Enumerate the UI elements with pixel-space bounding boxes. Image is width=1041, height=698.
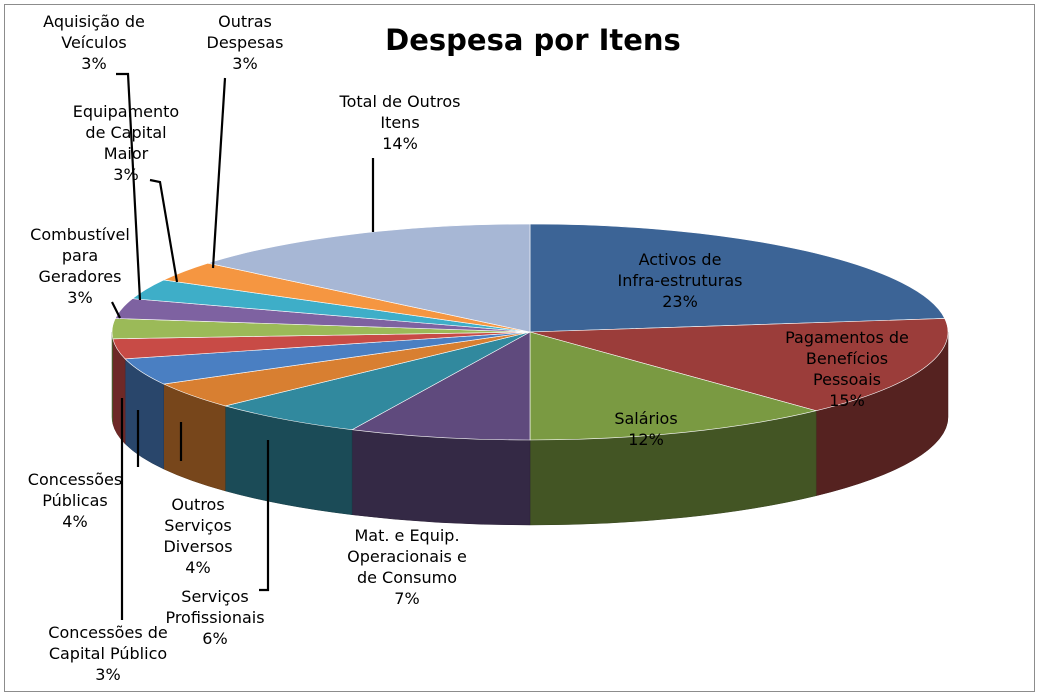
pie-slice-3 <box>351 331 531 441</box>
leader-line-4 <box>111 301 121 319</box>
pie-side-8 <box>111 331 114 424</box>
slice-label-2: Salários 12% <box>614 409 677 449</box>
slice-label-8: Combustível para Geradores 3% <box>30 225 130 307</box>
pie-slice-1 <box>529 318 949 412</box>
leader-line-1 <box>211 77 227 269</box>
slice-label-11: Outras Despesas 3% <box>207 12 284 73</box>
slice-labels: Activos de Infra-estruturas 23% Pagamentos … <box>28 12 909 684</box>
leader-line-8 <box>259 440 270 592</box>
slice-label-10: Aquisição de Veículos 3% <box>43 12 145 73</box>
leader-line-2 <box>149 178 179 283</box>
slice-label-4: Serviços Profissionais 6% <box>165 587 264 648</box>
chart-frame <box>4 4 1035 692</box>
pie-slice-0 <box>529 223 946 333</box>
slice-label-12: Total de Outros Itens 14% <box>339 92 461 153</box>
leader-line-3 <box>116 72 142 301</box>
leader-lines <box>111 72 375 620</box>
pie-tops <box>111 223 949 441</box>
pie-sides <box>111 331 949 526</box>
pie-side-3 <box>351 429 531 526</box>
slice-label-6: Concessões Públicas 4% <box>28 470 122 531</box>
pie-slice-2 <box>529 331 818 441</box>
pie-slice-12 <box>206 223 531 333</box>
chart-title: Despesa por Itens <box>385 23 681 57</box>
slice-label-0: Activos de Infra-estruturas 23% <box>618 250 743 311</box>
slice-label-3: Mat. e Equip. Operacionais e de Consumo 7% <box>347 526 467 608</box>
slice-label-1: Pagamentos de Benefícios Pessoais 15% <box>785 328 909 410</box>
pie-slice-4 <box>224 331 531 431</box>
slice-label-9: Equipamento de Capital Maior 3% <box>73 102 179 184</box>
slice-label-5: Outros Serviços Diversos 4% <box>163 495 232 577</box>
slice-label-7: Concessões de Capital Público 3% <box>48 623 167 684</box>
